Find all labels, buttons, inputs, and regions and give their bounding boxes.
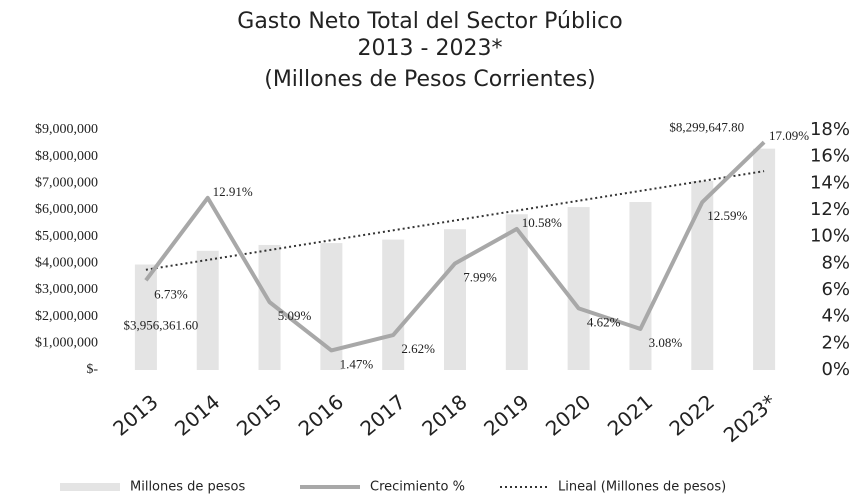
line-value-label: 6.73%: [154, 286, 188, 301]
y2-tick-label: 6%: [821, 279, 850, 300]
line-value-label: 12.59%: [707, 208, 747, 223]
x-tick: 2018: [417, 390, 471, 441]
chart-title: (Millones de Pesos Corrientes): [264, 67, 596, 92]
y-tick-label: $6,000,000: [35, 202, 98, 217]
bar: [196, 250, 219, 370]
y-tick-label: $9,000,000: [35, 122, 98, 137]
line-value-label: 17.09%: [769, 128, 809, 143]
y-tick-label: $8,000,000: [35, 149, 98, 164]
x-tick: 2022: [665, 390, 719, 441]
x-tick: 2015: [232, 390, 286, 441]
line-value-label: 12.91%: [213, 184, 253, 199]
y-tick-label: $1,000,000: [35, 336, 98, 351]
y-tick-label: $-: [86, 362, 98, 377]
trendline: [145, 170, 765, 271]
line-value-label: 5.09%: [278, 308, 312, 323]
line: [144, 140, 766, 353]
x-tick-label: 2018: [417, 390, 471, 441]
y2-tick-label: 4%: [821, 306, 850, 327]
y2-tick-label: 0%: [821, 359, 850, 380]
legend-label: Millones de pesos: [130, 480, 246, 495]
x-tick-label: 2013: [108, 390, 162, 441]
chart-title: 2013 - 2023*: [358, 36, 503, 61]
bar: [505, 214, 528, 370]
x-tick-label: 2016: [294, 390, 348, 441]
bar-value-label: $8,299,647.80: [669, 120, 744, 135]
x-tick: 2021: [603, 390, 657, 441]
x-tick-label: 2017: [356, 390, 410, 441]
y2-tick-label: 16%: [810, 146, 850, 167]
bar: [691, 180, 714, 370]
bar: [567, 207, 590, 370]
x-tick: 2013: [108, 390, 162, 441]
y-tick-label: $2,000,000: [35, 309, 98, 324]
x-tick: 2016: [294, 390, 348, 441]
line-value-label: 10.58%: [522, 215, 562, 230]
y-tick-label: $7,000,000: [35, 176, 98, 191]
y2-tick-label: 18%: [810, 119, 850, 140]
x-tick-label: 2019: [479, 390, 533, 441]
x-tick-label: 2023*: [719, 390, 781, 448]
y-tick-label: $5,000,000: [35, 229, 98, 244]
line-value-label: 7.99%: [463, 269, 497, 284]
x-tick-label: 2020: [541, 390, 595, 441]
y2-tick-label: 8%: [821, 252, 850, 273]
chart-title: Gasto Neto Total del Sector Público: [237, 9, 622, 34]
y2-tick-label: 14%: [810, 172, 850, 193]
x-tick-label: 2022: [665, 390, 719, 441]
bar: [134, 264, 157, 370]
x-tick: 2023*: [719, 390, 781, 448]
y-tick-label: $3,000,000: [35, 282, 98, 297]
bar-value-label: $3,956,361.60: [124, 317, 199, 332]
bar: [444, 229, 466, 370]
y2-tick-label: 2%: [821, 332, 850, 353]
bar: [753, 148, 776, 370]
x-tick: 2019: [479, 390, 533, 441]
y2-tick-label: 12%: [810, 199, 850, 220]
line-value-label: 2.62%: [401, 341, 435, 356]
line-value-label: 1.47%: [340, 356, 374, 371]
x-tick-label: 2021: [603, 390, 657, 441]
x-tick: 2014: [170, 390, 224, 441]
line-value-label: 3.08%: [649, 335, 683, 350]
legend-label: Lineal (Millones de pesos): [558, 480, 726, 495]
legend-label: Crecimiento %: [370, 480, 465, 495]
x-tick-label: 2014: [170, 390, 224, 441]
x-tick: 2017: [356, 390, 410, 441]
bar: [258, 244, 281, 370]
y2-tick-label: 10%: [810, 226, 850, 247]
y-tick-label: $4,000,000: [35, 256, 98, 271]
line-value-label: 4.62%: [587, 314, 621, 329]
bar: [320, 243, 343, 370]
x-tick-label: 2015: [232, 390, 286, 441]
x-tick: 2020: [541, 390, 595, 441]
